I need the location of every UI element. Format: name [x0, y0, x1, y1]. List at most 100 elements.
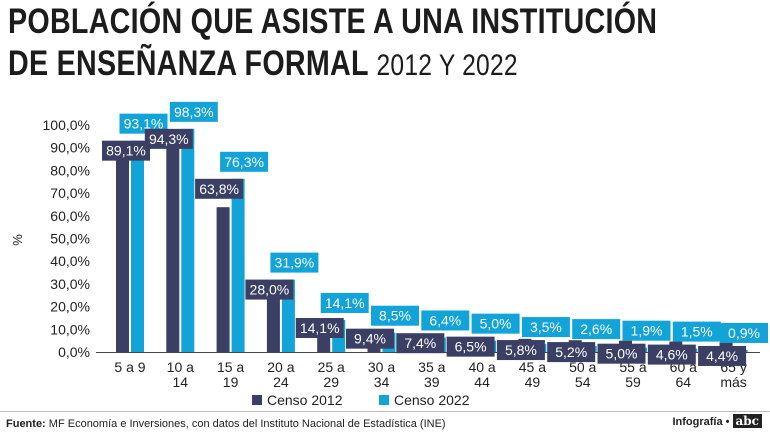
y-tick-label: 80,0% — [50, 162, 90, 178]
x-tick-label: 19 — [223, 374, 239, 390]
data-label-censo-2022-box — [169, 101, 218, 122]
y-tick-label: 30,0% — [50, 276, 90, 292]
data-label-censo-2012-box — [547, 342, 596, 363]
legend-swatch-censo-2022 — [379, 395, 389, 405]
y-tick-label: 10,0% — [50, 321, 90, 337]
data-label-censo-2022: 14,1% — [325, 295, 365, 311]
data-label-censo-2012-box — [295, 317, 344, 338]
data-label-censo-2022: 8,5% — [379, 308, 411, 324]
x-tick-label: 50 a — [569, 359, 596, 375]
y-tick-label: 0,0% — [58, 344, 90, 360]
bar-censo-2012 — [116, 149, 129, 352]
data-label-censo-2012-box — [396, 333, 445, 354]
data-label-censo-2022-box — [119, 113, 168, 134]
credit: Infografía • abc — [672, 414, 762, 428]
bar-censo-2012 — [266, 288, 280, 352]
data-label-censo-2012: 7,4% — [404, 335, 436, 351]
source-note: Fuente: MF Economía e Inversiones, con d… — [6, 418, 446, 430]
data-label-censo-2012-box — [446, 336, 495, 357]
data-label-censo-2022: 31,9% — [275, 255, 315, 271]
x-tick-label: 39 — [424, 374, 440, 390]
data-label-censo-2022-box — [672, 321, 721, 342]
data-label-censo-2022: 5,0% — [480, 316, 512, 332]
data-label-censo-2022-box — [270, 252, 319, 273]
data-label-censo-2012-box — [647, 344, 696, 365]
legend-swatch-censo-2012 — [252, 395, 262, 405]
x-tick-label: 54 — [575, 374, 591, 390]
data-label-censo-2012: 14,1% — [300, 320, 340, 336]
bar-censo-2022 — [131, 140, 144, 352]
bar-censo-2012 — [166, 137, 180, 352]
data-label-censo-2022-box — [572, 319, 621, 340]
legend-label-censo-2012: Censo 2012 — [267, 392, 343, 408]
data-label-censo-2022: 0,9% — [728, 325, 760, 341]
bar-censo-2022 — [231, 178, 245, 352]
data-label-censo-2012-box — [102, 140, 150, 161]
x-tick-label: 15 a — [217, 359, 244, 375]
data-label-censo-2022-box — [720, 322, 768, 343]
credit-text: Infografía • — [672, 416, 730, 428]
source-label: Fuente: — [6, 418, 46, 430]
data-label-censo-2012: 28,0% — [250, 282, 290, 298]
data-label-censo-2012: 5,8% — [505, 342, 537, 358]
chart-title: POBLACIÓN QUE ASISTE A UNA INSTITUCIÓN — [8, 2, 658, 41]
data-label-censo-2012-box — [597, 343, 646, 364]
data-label-censo-2012: 94,3% — [149, 131, 189, 147]
x-tick-label: 30 a — [368, 359, 395, 375]
y-tick-label: 60,0% — [50, 208, 90, 224]
data-label-censo-2022-box — [471, 313, 520, 334]
x-tick-label: 25 a — [318, 359, 345, 375]
data-label-censo-2012-box — [346, 328, 394, 349]
data-label-censo-2012: 9,4% — [354, 331, 386, 347]
x-tick-label: más — [720, 374, 746, 390]
data-label-censo-2012: 6,5% — [455, 339, 487, 355]
data-label-censo-2012-box — [496, 340, 545, 361]
y-tick-label: 40,0% — [50, 253, 90, 269]
data-label-censo-2012: 89,1% — [106, 143, 146, 159]
data-label-censo-2012-box — [195, 178, 244, 199]
data-label-censo-2022-box — [622, 320, 671, 341]
x-tick-label: 35 a — [418, 359, 445, 375]
data-label-censo-2022: 1,5% — [681, 324, 713, 340]
bar-censo-2012 — [216, 207, 230, 352]
x-tick-label: 44 — [474, 374, 490, 390]
y-axis-label: % — [10, 234, 25, 246]
footer-divider — [0, 411, 770, 412]
data-label-censo-2022: 6,4% — [429, 312, 461, 328]
data-label-censo-2022: 1,9% — [631, 323, 663, 339]
data-label-censo-2012: 4,6% — [656, 347, 688, 363]
y-tick-label: 50,0% — [50, 231, 90, 247]
x-tick-label: 59 — [625, 374, 641, 390]
data-label-censo-2022: 3,5% — [530, 319, 562, 335]
x-tick-label: 64 — [676, 374, 692, 390]
abc-logo: abc — [732, 414, 762, 428]
data-label-censo-2012: 4,4% — [706, 348, 738, 364]
y-tick-label: 90,0% — [50, 140, 90, 156]
x-tick-label: 40 a — [468, 359, 495, 375]
y-tick-label: 20,0% — [50, 299, 90, 315]
data-label-censo-2022-box — [421, 310, 470, 331]
x-tick-label: 29 — [323, 374, 339, 390]
data-label-censo-2012: 5,0% — [606, 346, 638, 362]
data-label-censo-2022-box — [521, 317, 570, 338]
x-tick-label: 20 a — [267, 359, 294, 375]
x-tick-label: 45 a — [519, 359, 546, 375]
data-label-censo-2022-box — [320, 292, 369, 313]
y-tick-label: 70,0% — [50, 185, 90, 201]
legend-label-censo-2022: Censo 2022 — [394, 392, 470, 408]
data-label-censo-2022-box — [220, 151, 269, 172]
data-label-censo-2012: 63,8% — [199, 181, 239, 197]
x-tick-label: 14 — [173, 374, 189, 390]
data-label-censo-2012-box — [245, 279, 294, 300]
data-label-censo-2022: 93,1% — [124, 116, 164, 132]
x-tick-label: 10 a — [167, 359, 194, 375]
data-label-censo-2022: 2,6% — [580, 321, 612, 337]
data-label-censo-2022: 98,3% — [174, 104, 214, 120]
y-tick-label: 100,0% — [43, 117, 90, 133]
data-label-censo-2012-box — [698, 345, 747, 366]
chart-title-line2: DE ENSEÑANZA FORMAL 2012 Y 2022 — [8, 44, 518, 84]
data-label-censo-2012: 5,2% — [555, 344, 587, 360]
chart-title-main: DE ENSEÑANZA FORMAL — [8, 44, 369, 83]
data-label-censo-2012-box — [144, 128, 193, 149]
